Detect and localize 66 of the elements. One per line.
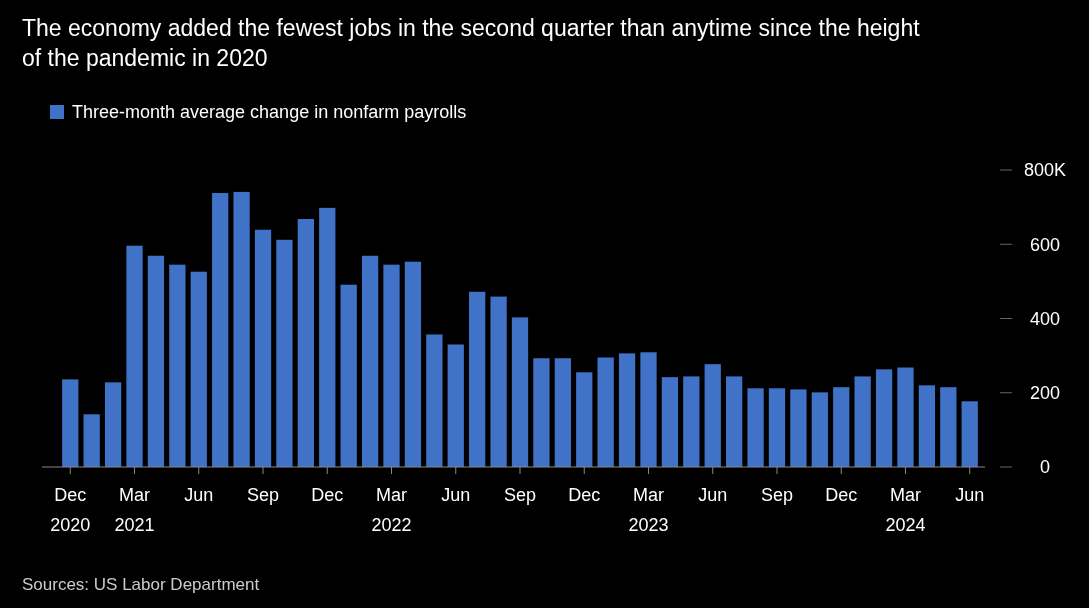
x-tick-label: Dec [311,485,344,505]
bar [404,261,422,467]
bar [790,389,807,467]
bar [833,387,850,467]
bar [661,377,679,467]
y-tick-label: 0 [1039,457,1051,478]
bar [233,191,250,467]
bar [554,358,571,467]
bar [918,385,936,467]
bar [511,317,529,467]
bar [768,388,786,467]
y-tick-label: 600 [1029,234,1061,255]
bar [297,219,314,467]
bar [62,379,79,467]
x-tick-label: Jun [955,485,985,505]
x-tick-label: Sep [503,485,537,505]
bar [875,369,893,467]
bar [811,392,828,467]
bar [961,401,978,467]
bar [147,255,165,467]
chart-title: The economy added the fewest jobs in the second quarter than anytime since the height of the pandemic in 2020 [22,15,921,71]
bar [254,229,272,467]
bar [640,352,657,467]
x-tick-label: Dec [568,485,601,505]
bar [319,207,336,467]
x-tick-label: Jun [698,485,728,505]
y-tick-label: 200 [1029,383,1061,404]
y-tick-label: 400 [1029,308,1061,329]
bar [747,388,764,467]
x-tick-label: Sep [247,485,280,505]
bar [683,376,700,467]
bar [597,357,614,467]
bar [190,271,207,467]
x-tick-label: Mar 2021 [114,485,155,535]
x-tick-label: Mar 2022 [371,485,412,535]
legend-label: Three-month average change in nonfarm payrolls [72,102,467,122]
bar [940,387,957,467]
x-tick-label: Jun [184,485,214,505]
bar [704,364,721,467]
bar [104,382,122,467]
x-tick-label: Dec [825,485,858,505]
bar [469,291,486,467]
bar [276,239,293,467]
bar [897,367,914,467]
bar [533,358,550,467]
bar [383,264,400,467]
bar [126,245,143,467]
x-tick-label: Sep [760,485,793,505]
bar [169,264,186,467]
y-tick-label: 800K [1023,160,1067,181]
bar [426,334,443,467]
bar [83,414,100,467]
x-tick-label: Mar 2024 [885,485,926,535]
bar [618,353,636,467]
bar [447,344,464,467]
x-tick-label: Jun [441,485,471,505]
bar [726,376,743,467]
source-note: Sources: US Labor Department [22,575,260,594]
bar [340,284,357,467]
bar [576,372,593,467]
bar [361,255,379,467]
bar [854,376,871,467]
bar [212,193,229,467]
bar [490,296,507,467]
x-tick-label: Mar 2023 [628,485,669,535]
x-tick-label: Dec 2020 [50,485,91,535]
